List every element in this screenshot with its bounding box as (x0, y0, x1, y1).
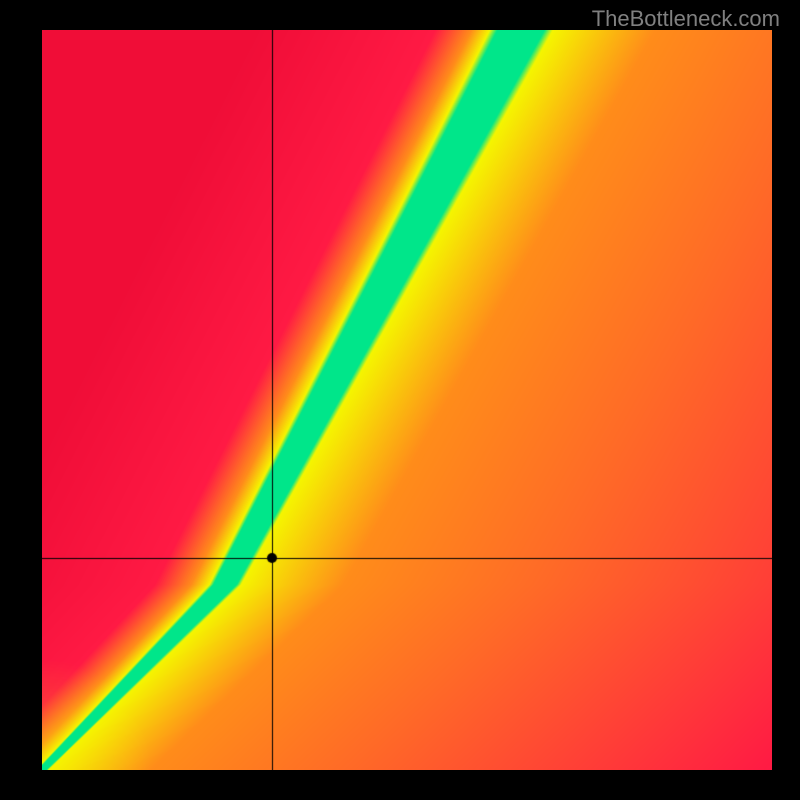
bottleneck-heatmap (42, 30, 772, 770)
chart-container: TheBottleneck.com (0, 0, 800, 800)
watermark-text: TheBottleneck.com (592, 6, 780, 32)
